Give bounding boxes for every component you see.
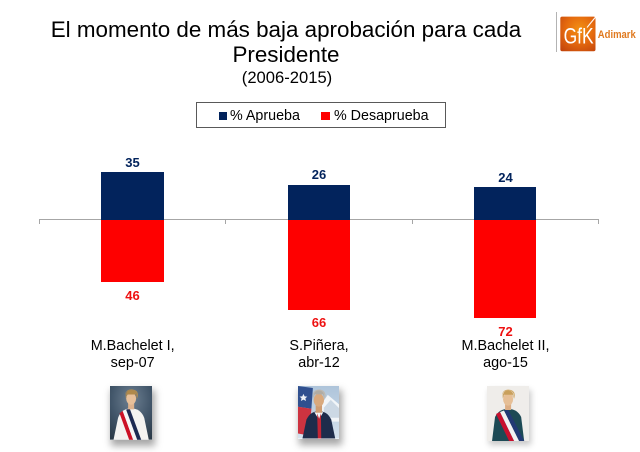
svg-text:Adimark: Adimark	[598, 29, 637, 41]
svg-text:GfK: GfK	[564, 23, 594, 48]
